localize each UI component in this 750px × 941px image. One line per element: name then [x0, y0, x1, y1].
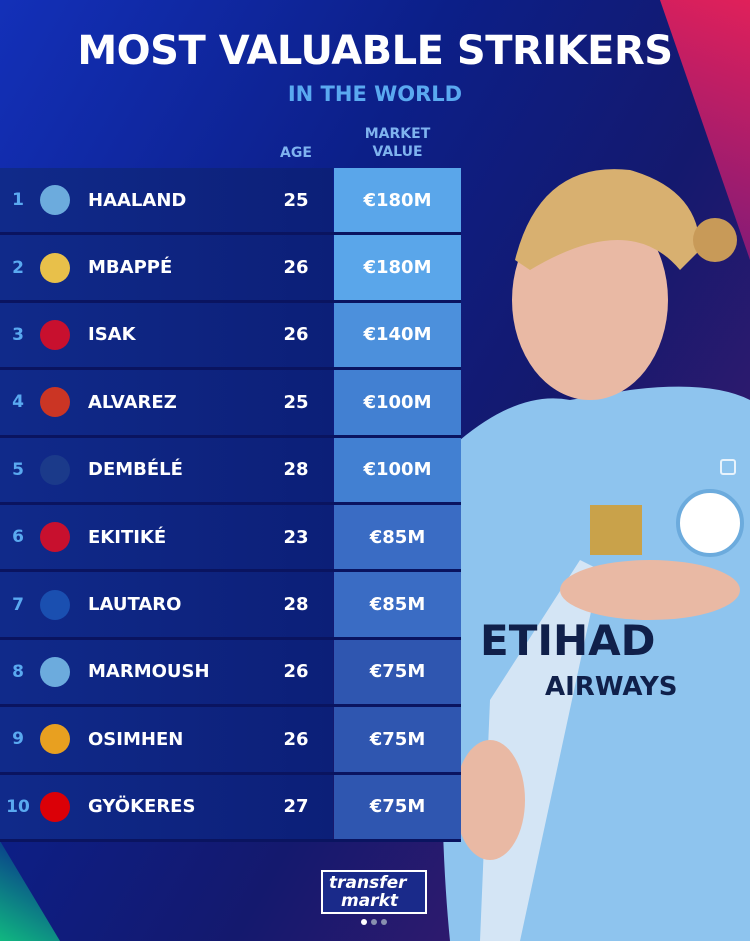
market-value: €100M [334, 437, 461, 502]
player-age: 25 [283, 391, 309, 413]
rank: 10 [6, 796, 30, 817]
ranking-table: 1 HAALAND 25 €180M 2 MBAPPÉ 26 €180M 3 I… [0, 168, 461, 842]
table-row: 9 OSIMHEN 26 €75M [0, 707, 461, 775]
market-value: €85M [334, 572, 461, 637]
row-player-cell: 10 GYÖKERES 27 [0, 774, 333, 839]
rank: 9 [12, 729, 24, 750]
market-value: €140M [334, 302, 461, 368]
player-name: OSIMHEN [88, 728, 184, 750]
player-age: 25 [283, 189, 309, 211]
row-player-cell: 4 ALVAREZ 25 [0, 370, 333, 435]
table-row: 8 MARMOUSH 26 €75M [0, 639, 461, 708]
page-subtitle: IN THE WORLD [287, 82, 463, 106]
liverpool-crest-icon [40, 522, 70, 553]
market-value: €180M [334, 168, 461, 233]
transfermarkt-logo: transfer markt [321, 870, 427, 914]
carousel-dot[interactable] [371, 919, 377, 925]
table-row: 4 ALVAREZ 25 €100M [0, 370, 461, 438]
atletico-madrid-crest-icon [40, 387, 70, 418]
logo-line2: markt [341, 891, 399, 911]
psg-crest-icon [40, 454, 70, 485]
market-value-header: MARKET VALUE [334, 125, 461, 161]
row-player-cell: 8 MARMOUSH 26 [0, 639, 333, 705]
row-player-cell: 2 MBAPPÉ 26 [0, 235, 333, 300]
market-value-header-line1: MARKET [364, 126, 431, 142]
player-age: 28 [283, 459, 309, 481]
market-value: €75M [334, 774, 461, 839]
market-value: €75M [334, 707, 461, 772]
table-row: 1 HAALAND 25 €180M [0, 168, 461, 236]
rank: 2 [12, 257, 24, 278]
rank: 5 [12, 459, 24, 480]
logo-line1: transfer [329, 873, 407, 893]
age-header: AGE [280, 145, 312, 161]
row-player-cell: 1 HAALAND 25 [0, 168, 333, 233]
row-player-cell: 7 LAUTARO 28 [0, 572, 333, 637]
page-title: MOST VALUABLE STRIKERS [77, 28, 673, 74]
table-row: 7 LAUTARO 28 €85M [0, 572, 461, 640]
player-age: 26 [283, 324, 309, 346]
real-madrid-crest-icon [40, 252, 70, 283]
market-value: €75M [334, 639, 461, 705]
row-player-cell: 9 OSIMHEN 26 [0, 707, 333, 772]
player-age: 26 [283, 257, 309, 279]
table-row: 5 DEMBÉLÉ 28 €100M [0, 437, 461, 505]
table-row: 3 ISAK 26 €140M [0, 302, 461, 371]
rank: 6 [12, 527, 24, 548]
table-row: 6 EKITIKÉ 23 €85M [0, 504, 461, 573]
multiple-images-icon [720, 459, 736, 475]
row-player-cell: 3 ISAK 26 [0, 302, 333, 368]
manchester-city-crest-icon [40, 185, 70, 216]
player-photo: ETIHAD AIRWAYS [442, 169, 750, 941]
player-age: 28 [283, 594, 309, 616]
rank: 3 [12, 324, 24, 345]
rank: 7 [12, 594, 24, 615]
table-row: 10 GYÖKERES 27 €75M [0, 774, 461, 842]
market-value: €100M [334, 370, 461, 435]
player-age: 26 [283, 728, 309, 750]
svg-text:ETIHAD: ETIHAD [480, 616, 656, 665]
table-row: 2 MBAPPÉ 26 €180M [0, 235, 461, 303]
arsenal-crest-icon [40, 791, 70, 822]
player-name: ALVAREZ [88, 391, 177, 413]
player-name: EKITIKÉ [88, 526, 167, 548]
inter-crest-icon [40, 589, 70, 620]
row-player-cell: 5 DEMBÉLÉ 28 [0, 437, 333, 502]
player-name: MARMOUSH [88, 661, 210, 683]
market-value: €180M [334, 235, 461, 300]
carousel-dot[interactable] [381, 919, 387, 925]
player-name: GYÖKERES [88, 796, 196, 818]
market-value-header-line2: VALUE [372, 144, 423, 160]
liverpool-crest-icon [40, 319, 70, 350]
galatasaray-crest-icon [40, 724, 70, 755]
player-age: 23 [283, 526, 309, 548]
player-name: MBAPPÉ [88, 257, 173, 279]
player-name: LAUTARO [88, 594, 182, 616]
row-player-cell: 6 EKITIKÉ 23 [0, 504, 333, 570]
market-value: €85M [334, 504, 461, 570]
rank: 4 [12, 392, 24, 413]
rank: 1 [12, 190, 24, 211]
svg-text:AIRWAYS: AIRWAYS [545, 672, 678, 702]
manchester-city-crest-icon [40, 656, 70, 687]
player-name: HAALAND [88, 189, 187, 211]
player-name: DEMBÉLÉ [88, 459, 183, 481]
player-name: ISAK [88, 324, 136, 346]
carousel-indicator[interactable] [361, 919, 387, 925]
carousel-dot[interactable] [361, 919, 367, 925]
player-age: 26 [283, 661, 309, 683]
player-age: 27 [283, 796, 309, 818]
rank: 8 [12, 661, 24, 682]
